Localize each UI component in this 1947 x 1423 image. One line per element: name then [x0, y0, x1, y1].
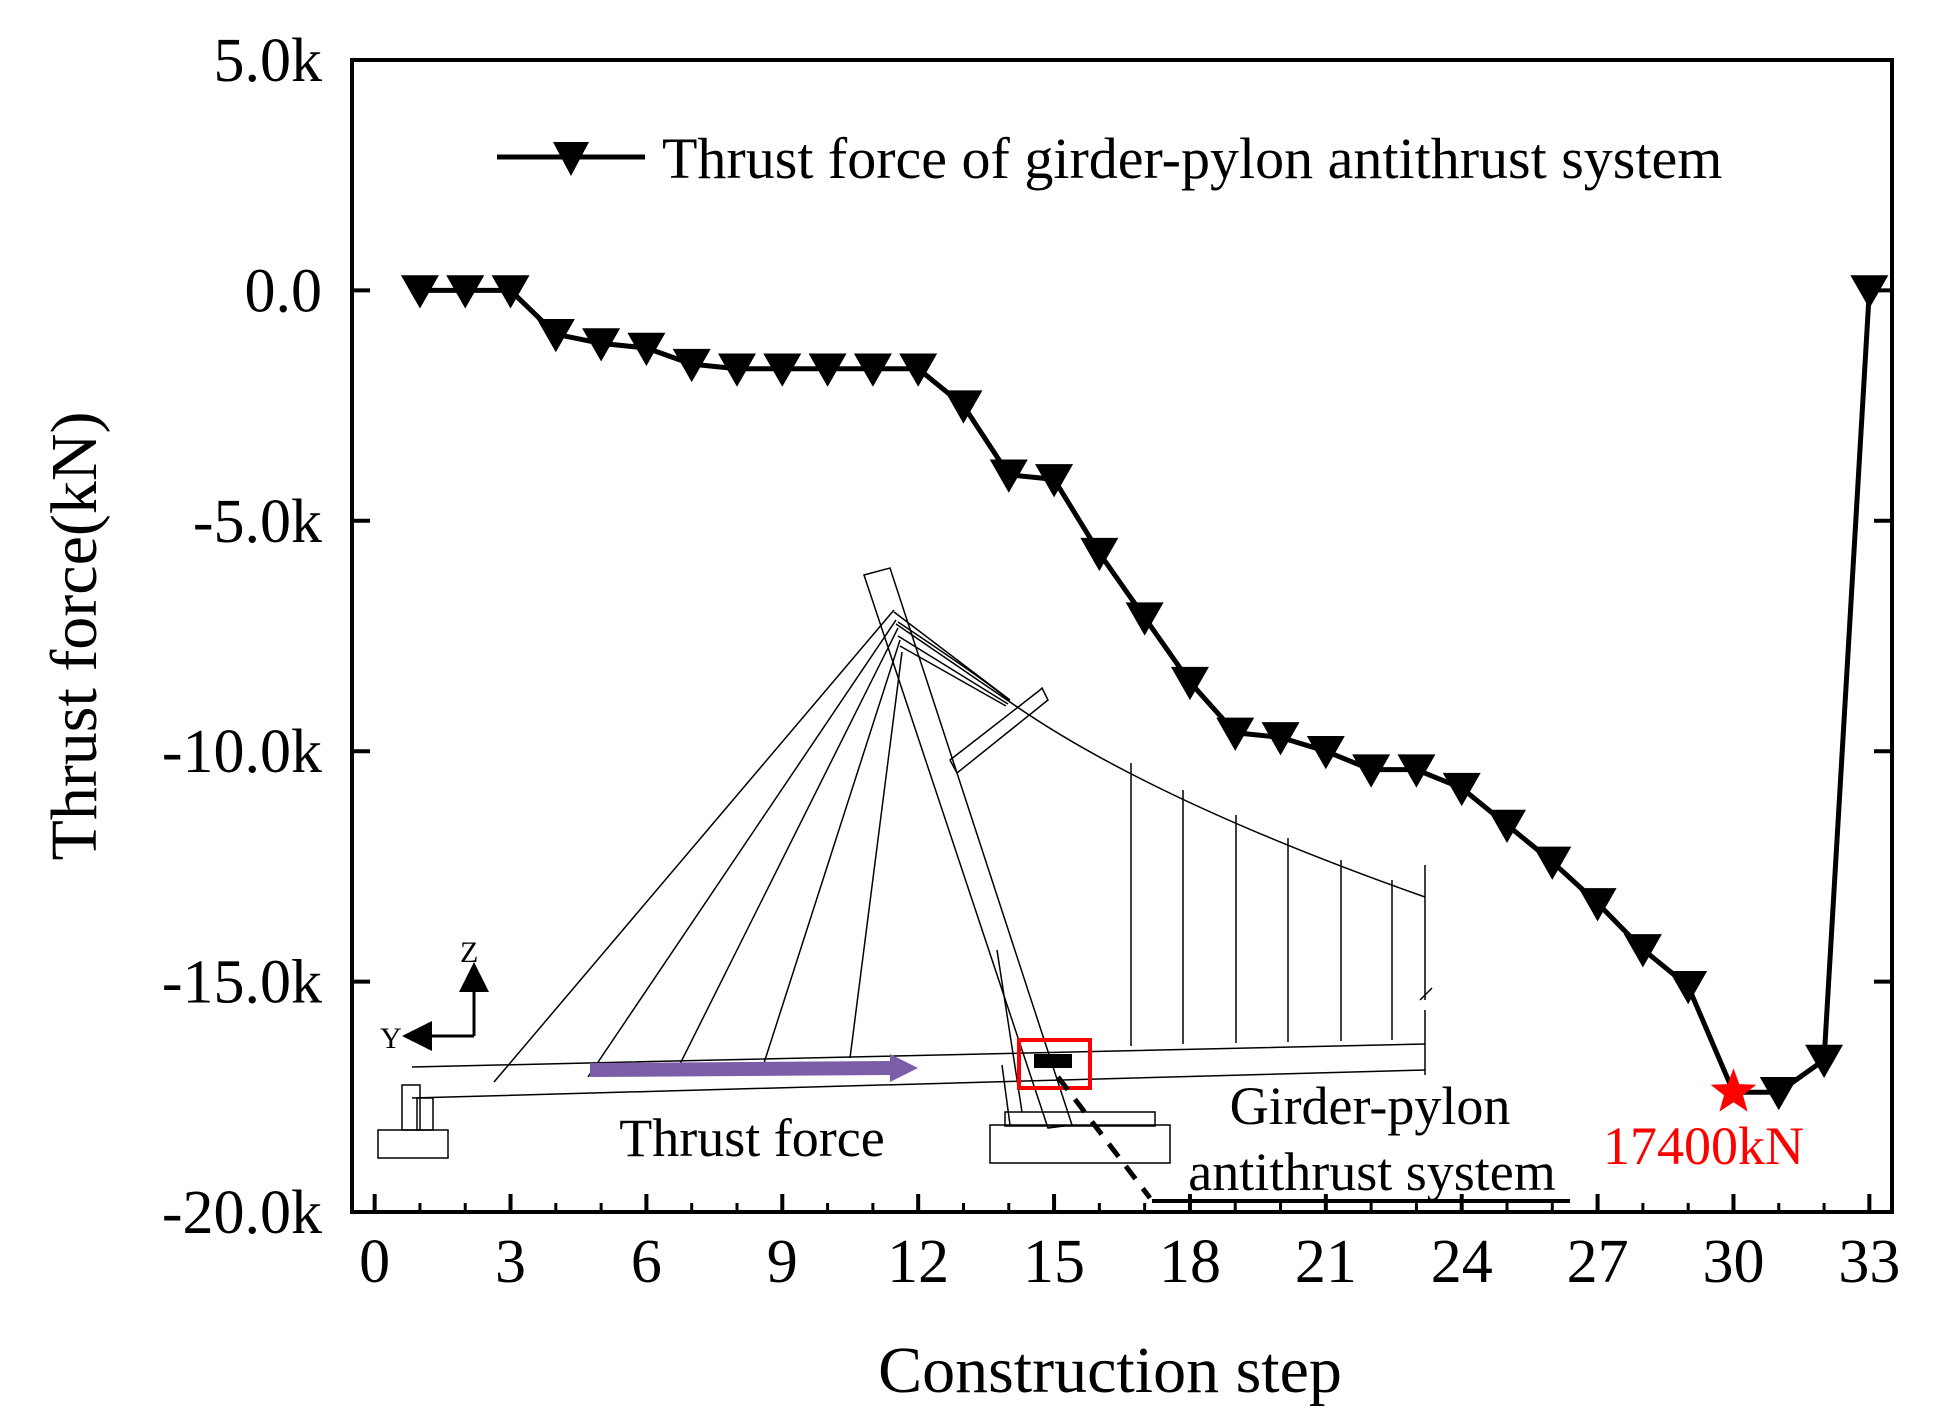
- y-tick-label: -5.0k: [193, 488, 322, 556]
- data-point: [491, 275, 530, 309]
- bridge-diagram: [377, 567, 1570, 1203]
- x-axis: 0 3 6 9 12 15 18 21 24 27 30 33: [359, 1194, 1900, 1296]
- data-point: [1170, 666, 1209, 701]
- data-point: [853, 353, 892, 387]
- x-tick-label: 9: [767, 1228, 798, 1296]
- data-point: [446, 275, 485, 309]
- x-tick-label: 12: [887, 1228, 949, 1296]
- data-point: [1488, 809, 1526, 843]
- legend-label: Thrust force of girder-pylon antithrust …: [662, 126, 1722, 191]
- antithrust-highlight-box: [1017, 1038, 1092, 1090]
- thrust-force-arrow: [589, 1054, 918, 1082]
- data-point: [1759, 1076, 1798, 1111]
- data-point: [1352, 754, 1391, 788]
- coordinate-axes: [402, 962, 489, 1051]
- x-tick-label: 21: [1295, 1228, 1357, 1296]
- x-tick-label: 0: [359, 1228, 390, 1296]
- data-point: [1533, 846, 1572, 880]
- data-point: [808, 353, 847, 387]
- y-axis: 5.0k 0.0 -5.0k -10.0k -15.0k -20.0k: [162, 27, 1892, 1247]
- data-point: [1805, 1044, 1844, 1078]
- y-axis-letter: Y: [380, 1022, 402, 1055]
- data-point: [1306, 736, 1345, 770]
- data-point: [1035, 464, 1074, 498]
- data-point: [1080, 537, 1119, 572]
- peak-star-marker: [1710, 1068, 1757, 1112]
- pylon: [863, 567, 1171, 1164]
- data-point: [989, 459, 1028, 493]
- system-label-line1: Girder-pylon: [1230, 1076, 1511, 1136]
- y-axis-title: Thrust force(kN): [38, 412, 111, 861]
- x-tick-label: 33: [1838, 1228, 1900, 1296]
- x-tick-label: 18: [1159, 1228, 1221, 1296]
- data-point: [400, 275, 439, 309]
- y-tick-label: -20.0k: [162, 1179, 322, 1247]
- leader-line: [1056, 1075, 1152, 1200]
- x-axis-title: Construction step: [878, 1334, 1342, 1407]
- data-point: [536, 318, 575, 353]
- y-tick-label: -15.0k: [162, 949, 322, 1017]
- data-point: [1850, 275, 1889, 309]
- z-axis-letter: Z: [460, 936, 478, 969]
- data-point: [718, 353, 756, 387]
- x-tick-label: 15: [1023, 1228, 1085, 1296]
- data-point: [763, 353, 802, 387]
- peak-value-label: 17400kN: [1603, 1116, 1804, 1176]
- bridge-deck: [411, 1043, 1426, 1099]
- hangers: [1130, 763, 1393, 1046]
- y-tick-label: 0.0: [245, 257, 323, 325]
- y-tick-label: -10.0k: [162, 718, 322, 786]
- plot-frame: [350, 58, 1894, 1214]
- x-tick-label: 24: [1431, 1228, 1493, 1296]
- x-tick-label: 6: [631, 1228, 662, 1296]
- x-tick-label: 27: [1567, 1228, 1629, 1296]
- system-label-line2: antithrust system: [1188, 1142, 1555, 1202]
- data-point: [1216, 717, 1255, 751]
- data-point: [944, 390, 983, 424]
- deck-end-mark: [1419, 865, 1433, 1075]
- series-thrust-force: [400, 275, 1889, 1111]
- data-point: [1669, 971, 1708, 1005]
- data-point: [1578, 888, 1617, 922]
- main-cable: [897, 621, 1426, 898]
- antithrust-block: [1034, 1054, 1072, 1068]
- legend-marker: [553, 142, 589, 176]
- data-point: [627, 332, 666, 367]
- data-point: [1623, 934, 1662, 968]
- data-point: [1397, 754, 1436, 788]
- backstay-cables: [493, 609, 903, 1083]
- x-tick-label: 30: [1702, 1228, 1764, 1296]
- y-tick-label: 5.0k: [214, 27, 323, 95]
- cable-fan: [893, 611, 1011, 707]
- thrust-force-label: Thrust force: [619, 1108, 884, 1168]
- legend: Thrust force of girder-pylon antithrust …: [497, 126, 1722, 191]
- series-line: [419, 287, 1872, 1095]
- data-point: [1125, 602, 1164, 636]
- data-point: [672, 348, 711, 383]
- left-abutment: [377, 1084, 449, 1159]
- data-point: [899, 353, 938, 387]
- data-point: [582, 328, 621, 362]
- data-point: [1261, 722, 1300, 756]
- x-tick-label: 3: [495, 1228, 526, 1296]
- data-point: [1442, 772, 1481, 807]
